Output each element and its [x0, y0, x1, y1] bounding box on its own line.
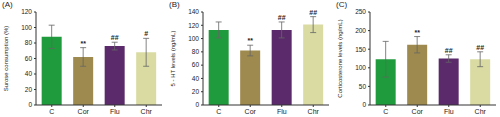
svg-text:Corticosterone levels (ng/mL): Corticosterone levels (ng/mL)	[337, 19, 343, 97]
html-text:(C): (C)	[336, 0, 348, 9]
svg-text:Chr: Chr	[308, 108, 320, 115]
svg-text:100: 100	[188, 35, 199, 42]
svg-text:Chr: Chr	[475, 108, 487, 115]
svg-text:**: **	[414, 29, 420, 36]
svg-text:20: 20	[192, 88, 200, 95]
svg-text:120: 120	[21, 8, 32, 15]
svg-text:#: #	[144, 30, 148, 37]
svg-text:150: 150	[355, 46, 366, 53]
svg-text:80: 80	[25, 39, 33, 46]
svg-text:##: ##	[278, 14, 286, 21]
svg-text:Flu: Flu	[444, 108, 454, 115]
svg-text:100: 100	[355, 64, 366, 71]
svg-text:Surose consumption (%): Surose consumption (%)	[8, 26, 9, 92]
svg-text:60: 60	[192, 61, 200, 68]
svg-text:40: 40	[192, 75, 200, 82]
svg-text:##: ##	[309, 9, 317, 16]
svg-text:Flu: Flu	[277, 108, 287, 115]
svg-text:0: 0	[195, 101, 199, 108]
svg-text:C: C	[49, 108, 54, 115]
html-text:(B): (B)	[169, 0, 180, 9]
svg-text:140: 140	[188, 8, 199, 15]
svg-text:Flu: Flu	[110, 108, 120, 115]
svg-text:0: 0	[28, 101, 32, 108]
svg-text:60: 60	[25, 55, 33, 62]
svg-text:80: 80	[192, 48, 200, 55]
svg-text:##: ##	[476, 44, 484, 51]
svg-text:100: 100	[21, 24, 32, 31]
svg-text:Chr: Chr	[141, 108, 153, 115]
svg-text:##: ##	[445, 47, 453, 54]
svg-text:5 - HT levels (ng/mL): 5 - HT levels (ng/mL)	[170, 31, 176, 87]
svg-text:C: C	[216, 108, 221, 115]
svg-text:200: 200	[355, 27, 366, 34]
svg-text:40: 40	[25, 70, 33, 77]
html-text:(A): (A)	[2, 0, 13, 9]
svg-text:Cor: Cor	[245, 108, 257, 115]
svg-text:0: 0	[362, 101, 366, 108]
svg-text:C: C	[383, 108, 388, 115]
svg-text:##: ##	[111, 34, 119, 41]
svg-text:Cor: Cor	[412, 108, 424, 115]
svg-text:20: 20	[25, 86, 33, 93]
svg-text:120: 120	[188, 22, 199, 29]
svg-text:50: 50	[359, 83, 367, 90]
svg-text:250: 250	[355, 8, 366, 15]
svg-text:**: **	[247, 37, 253, 44]
svg-text:**: **	[80, 40, 86, 47]
svg-text:Cor: Cor	[78, 108, 90, 115]
